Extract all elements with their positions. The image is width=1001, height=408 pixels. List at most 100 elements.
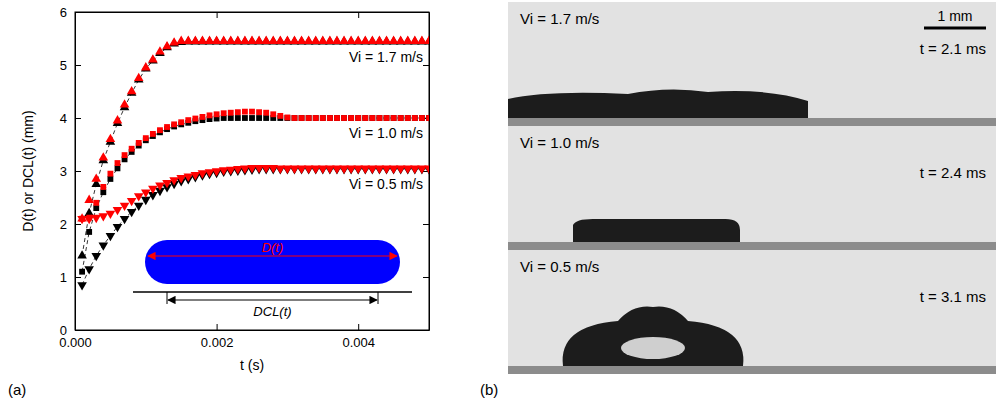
series-line [82,42,429,256]
tick: 0.002 [201,324,234,350]
tick: 3 [60,164,81,179]
marker [185,117,191,123]
marker [263,110,269,116]
marker [362,115,368,121]
marker [100,189,106,195]
marker [171,121,177,127]
marker [91,253,101,261]
marker [192,116,198,122]
marker [150,131,156,137]
marker [228,115,234,121]
marker [99,152,109,160]
marker [79,269,85,275]
marker [164,124,170,130]
series [77,166,429,290]
tick-mark [75,118,81,119]
marker [157,127,163,133]
tick-mark [75,277,81,278]
marker [86,229,92,235]
marker [91,173,101,181]
marker [127,209,137,217]
marker [115,165,121,171]
annotation: Vi = 0.5 m/s [349,176,423,192]
inset: D(t)DCL(t) [133,240,412,319]
inset-tick [378,292,379,304]
photo-time: t = 3.1 ms [920,288,986,305]
marker [320,115,326,121]
marker [341,115,347,121]
tick: 2 [60,217,81,232]
inset-substrate [133,291,412,293]
marker [120,203,130,211]
marker [355,115,361,121]
marker [391,115,397,121]
tick-mark [358,12,359,18]
marker [84,266,94,274]
tick: 4 [60,111,81,126]
scale-bar [924,27,986,30]
marker [107,171,113,177]
marker [424,36,429,44]
marker [419,115,425,121]
tick-mark [423,12,429,13]
plot-frame [75,12,429,330]
tick-label: 1 [60,270,67,285]
marker [191,172,201,180]
marker [256,115,262,121]
photo-frame: Vi = 1.0 m/st = 2.4 ms [508,126,996,250]
photo-velocity: Vi = 0.5 m/s [520,258,599,275]
marker [169,177,179,185]
marker [106,233,116,241]
tick [423,277,429,278]
marker [299,115,305,121]
marker [405,115,411,121]
marker [377,115,383,121]
marker [242,109,248,115]
tick-mark [423,330,429,331]
tick-mark [423,224,429,225]
marker [122,152,128,158]
marker [235,109,241,115]
marker [284,115,290,121]
marker [412,115,418,121]
marker [141,197,151,205]
droplet [573,219,740,242]
marker [334,115,340,121]
marker [306,115,312,121]
substrate [508,118,996,126]
tick-label: 4 [60,111,67,126]
series [77,36,429,258]
marker [91,215,101,223]
marks [77,36,429,291]
marker [200,114,206,120]
marker [369,115,375,121]
photo-background [508,126,996,250]
photo-time: t = 2.1 ms [920,40,986,57]
marker [134,73,144,81]
series [77,36,429,222]
y-axis-title: D(t) or DCL(t) (mm) [20,110,36,231]
tick-label: 5 [60,58,67,73]
tick [423,12,429,13]
marker [242,115,248,121]
marker [235,115,241,121]
marker [299,115,305,121]
marker [384,115,390,121]
photo-time: t = 2.4 ms [920,164,986,181]
marker [313,115,319,121]
marker [162,180,172,188]
plot-a: 0.0000.0020.0040123456t (s)D(t) or DCL(t… [20,5,434,373]
tick-label: 0.004 [342,335,375,350]
axis-line [76,12,430,13]
y-axis: 0123456 [60,5,81,338]
marker [377,115,383,121]
marker [341,115,347,121]
marker [207,112,213,118]
marker [212,168,222,176]
marker [249,109,255,115]
tick [423,330,429,331]
marker [412,115,418,121]
tick-label: 2 [60,217,67,232]
tick-label: 3 [60,164,67,179]
marker [334,115,340,121]
